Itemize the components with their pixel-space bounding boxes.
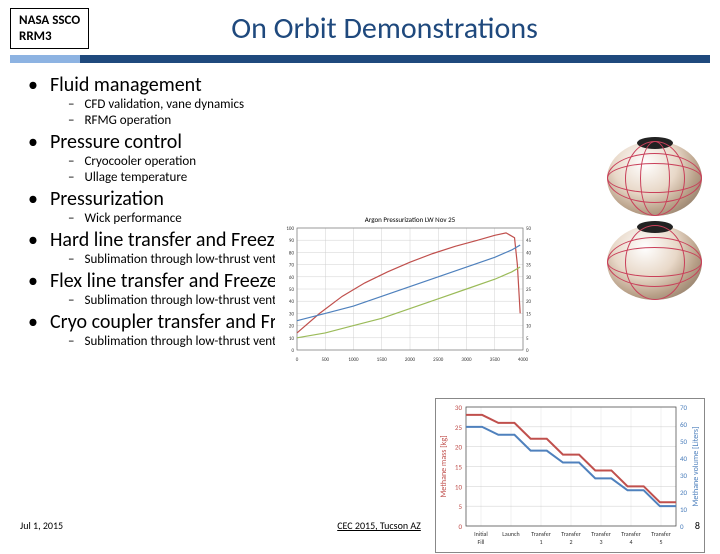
svg-text:Methane mass [kg]: Methane mass [kg] (439, 436, 449, 498)
svg-text:45: 45 (526, 238, 532, 244)
sub-bullet-item: –CFD validation, vane dynamics (68, 97, 700, 112)
svg-text:5: 5 (458, 502, 462, 511)
bullet-text: Flex line transfer and Freeze (50, 269, 277, 293)
svg-text:3500: 3500 (490, 357, 501, 363)
sub-bullet-item: –Cryocooler operation (68, 154, 700, 169)
bullet-dot-icon: • (28, 271, 38, 291)
chart1-title: Argon Pressurization LW Nov 25 (275, 213, 545, 224)
pressurization-chart: Argon Pressurization LW Nov 25 050010001… (275, 213, 545, 363)
sub-bullet-text: Wick performance (84, 211, 181, 226)
sub-bullet-item: –RFMG operation (68, 113, 700, 128)
sphere-figure-top (607, 141, 702, 216)
footer: Jul 1, 2015 CEC 2015, Tucson AZ 8 (0, 519, 720, 532)
bullet-text: Pressurization (50, 187, 164, 211)
svg-text:20: 20 (455, 443, 463, 452)
sub-bullet-text: Sublimation through low-thrust vent (84, 252, 276, 267)
sub-bullet-item: –Ullage temperature (68, 170, 700, 185)
svg-text:60: 60 (289, 275, 295, 281)
sub-bullet-text: Sublimation through low-thrust vent (84, 334, 276, 349)
bullet-dot-icon: • (28, 132, 38, 152)
bullet-text: Pressure control (50, 130, 182, 154)
sub-bullet-text: Ullage temperature (84, 170, 187, 185)
sub-bullet-text: RFMG operation (84, 113, 171, 128)
org-line2: RRM3 (19, 29, 80, 45)
svg-text:2000: 2000 (405, 357, 416, 363)
svg-text:50: 50 (526, 226, 532, 232)
org-box: NASA SSCO RRM3 (10, 8, 89, 49)
dash-icon: – (68, 334, 74, 349)
svg-text:20: 20 (680, 488, 688, 497)
dash-icon: – (68, 170, 74, 185)
svg-text:20: 20 (526, 299, 532, 305)
footer-date: Jul 1, 2015 (20, 519, 63, 532)
dash-icon: – (68, 113, 74, 128)
dash-icon: – (68, 154, 74, 169)
bullet-item: •Pressure control–Cryocooler operation–U… (28, 130, 700, 185)
bullet-item: •Fluid management–CFD validation, vane d… (28, 73, 700, 128)
svg-text:60: 60 (680, 420, 688, 429)
svg-text:15: 15 (526, 312, 532, 318)
bullet-dot-icon: • (28, 75, 38, 95)
svg-text:3000: 3000 (461, 357, 472, 363)
svg-text:100: 100 (286, 226, 294, 232)
sphere-figure-bottom (607, 225, 702, 300)
svg-text:1: 1 (539, 538, 542, 546)
dash-icon: – (68, 97, 74, 112)
svg-text:30: 30 (289, 312, 295, 318)
svg-text:2500: 2500 (433, 357, 444, 363)
svg-text:10: 10 (680, 505, 688, 514)
svg-text:40: 40 (680, 454, 688, 463)
bullet-dot-icon: • (28, 312, 38, 332)
svg-text:4: 4 (629, 538, 632, 546)
chart1-svg: 0500100015002000250030003500400001020304… (275, 224, 545, 364)
svg-text:10: 10 (526, 324, 532, 330)
svg-text:90: 90 (289, 238, 295, 244)
svg-text:30: 30 (455, 403, 463, 412)
title-underline (10, 55, 710, 63)
footer-page: 8 (695, 519, 700, 532)
svg-text:5: 5 (526, 336, 529, 342)
svg-text:25: 25 (455, 423, 463, 432)
sub-bullet-text: Cryocooler operation (84, 154, 196, 169)
svg-text:25: 25 (526, 287, 532, 293)
svg-text:40: 40 (526, 251, 532, 257)
svg-text:30: 30 (526, 275, 532, 281)
dash-icon: – (68, 252, 74, 267)
svg-text:15: 15 (455, 463, 463, 472)
bullet-text: Fluid management (50, 73, 202, 97)
svg-text:500: 500 (321, 357, 329, 363)
dash-icon: – (68, 211, 74, 226)
footer-venue: CEC 2015, Tucson AZ (337, 519, 421, 532)
svg-text:0: 0 (291, 348, 294, 354)
svg-text:50: 50 (680, 437, 688, 446)
svg-text:70: 70 (289, 263, 295, 269)
svg-text:50: 50 (289, 287, 295, 293)
svg-text:35: 35 (526, 263, 532, 269)
svg-text:5: 5 (659, 538, 662, 546)
svg-text:0: 0 (526, 348, 529, 354)
svg-text:1000: 1000 (348, 357, 359, 363)
svg-text:30: 30 (680, 471, 688, 480)
bullet-text: Hard line transfer and Freeze (50, 228, 284, 252)
svg-text:80: 80 (289, 251, 295, 257)
svg-text:Fill: Fill (478, 538, 485, 546)
sub-bullet-text: CFD validation, vane dynamics (84, 97, 244, 112)
svg-text:20: 20 (289, 324, 295, 330)
svg-text:70: 70 (680, 403, 688, 412)
svg-text:Methane volume [Liters]: Methane volume [Liters] (691, 427, 701, 507)
slide-title: On Orbit Demonstrations (119, 10, 650, 47)
svg-text:4000: 4000 (518, 357, 529, 363)
svg-text:3: 3 (599, 538, 602, 546)
dash-icon: – (68, 293, 74, 308)
bullet-dot-icon: • (28, 189, 38, 209)
svg-text:0: 0 (296, 357, 299, 363)
svg-text:2: 2 (569, 538, 572, 546)
sub-bullet-text: Sublimation through low-thrust vent (84, 293, 276, 308)
svg-text:40: 40 (289, 299, 295, 305)
org-line1: NASA SSCO (19, 13, 80, 29)
svg-text:10: 10 (455, 483, 463, 492)
svg-text:1500: 1500 (377, 357, 388, 363)
svg-text:10: 10 (289, 336, 295, 342)
bullet-dot-icon: • (28, 230, 38, 250)
